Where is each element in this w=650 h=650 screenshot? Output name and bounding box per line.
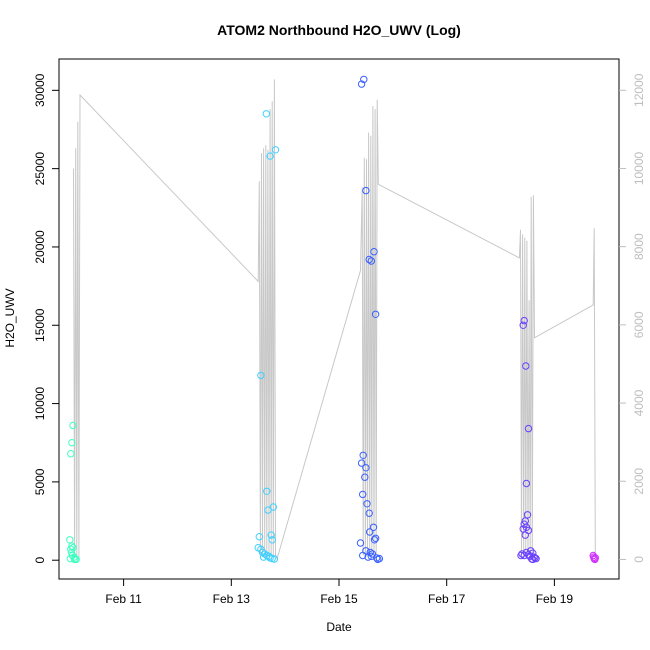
data-point: [370, 536, 379, 544]
data-point: [360, 75, 368, 84]
series-2: [356, 75, 384, 564]
points-layer: [66, 75, 599, 564]
y-tick-label: 5000: [33, 468, 47, 495]
data-point: [359, 551, 367, 560]
data-point: [521, 531, 529, 539]
data-point: [522, 479, 531, 488]
data-point: [356, 539, 365, 547]
data-point: [365, 509, 373, 517]
data-point: [362, 186, 370, 195]
data-point: [367, 552, 375, 560]
data-point: [264, 506, 272, 514]
data-point: [531, 554, 539, 562]
data-point: [257, 371, 265, 380]
series-1: [254, 110, 280, 563]
data-point: [69, 421, 77, 430]
y2-tick-label: 10000: [632, 151, 646, 185]
data-point: [70, 555, 79, 564]
data-point: [522, 362, 530, 370]
data-point: [271, 146, 280, 154]
y-tick-label: 30000: [33, 73, 47, 107]
data-point: [357, 80, 366, 88]
y2-tick-label: 12000: [632, 73, 646, 107]
y-axis-label: H2O_UWV: [3, 288, 17, 347]
data-point: [66, 536, 74, 544]
data-point: [68, 439, 76, 447]
plot-region: [66, 75, 599, 564]
data-point: [67, 548, 76, 557]
data-point: [367, 257, 375, 265]
data-point: [270, 555, 279, 563]
data-point: [366, 528, 374, 536]
y2-tick-label: 0: [632, 556, 646, 563]
data-point: [524, 424, 533, 433]
x-axis-label: Date: [326, 620, 352, 634]
y-axis: 0 5000 10000 15000 20000 25000 30000: [33, 73, 60, 564]
data-point: [371, 310, 380, 318]
x-tick-label: Feb 11: [105, 592, 142, 606]
data-point: [366, 548, 374, 557]
series-3: [517, 316, 540, 564]
data-point: [362, 464, 370, 472]
chart-title: ATOM2 Northbound H2O_UWV (Log): [217, 22, 461, 38]
data-point: [523, 511, 532, 519]
data-point: [259, 553, 268, 561]
series-0: [66, 421, 80, 564]
data-point: [527, 547, 535, 555]
data-point: [375, 554, 384, 563]
data-point: [370, 248, 378, 256]
data-point: [357, 459, 366, 467]
y2-tick-label: 6000: [632, 311, 646, 338]
y-tick-label: 0: [33, 557, 47, 564]
line-series: [73, 79, 596, 560]
data-point: [520, 316, 528, 325]
line-layer: [73, 79, 596, 560]
data-point: [363, 500, 371, 508]
x-axis: Feb 11 Feb 13 Feb 15 Feb 17 Feb 19: [105, 579, 573, 606]
y-tick-label: 20000: [33, 230, 47, 264]
data-point: [359, 490, 367, 499]
data-point: [261, 550, 269, 558]
y-tick-label: 15000: [33, 308, 47, 342]
data-point: [268, 536, 276, 544]
data-point: [359, 451, 367, 459]
x-tick-label: Feb 19: [536, 592, 574, 606]
x-tick-label: Feb 17: [428, 592, 466, 606]
data-point: [365, 255, 373, 264]
data-point: [267, 531, 275, 539]
data-point: [263, 487, 271, 495]
y-tick-label: 10000: [33, 387, 47, 421]
y-tick-label: 25000: [33, 152, 47, 186]
y2-tick-label: 2000: [632, 468, 646, 495]
y2-tick-label: 4000: [632, 389, 646, 416]
x-tick-label: Feb 13: [213, 592, 251, 606]
data-point: [266, 152, 274, 160]
data-point: [532, 554, 540, 563]
data-point: [529, 555, 537, 564]
data-point: [67, 450, 75, 458]
y2-axis: 0 2000 4000 6000 8000 10000 12000: [619, 73, 646, 563]
data-point: [519, 321, 527, 329]
data-point: [591, 554, 599, 562]
data-point: [371, 534, 380, 542]
data-point: [517, 551, 525, 560]
y2-tick-label: 8000: [632, 233, 646, 260]
data-point: [364, 553, 372, 561]
data-point: [369, 523, 378, 531]
data-point: [361, 473, 369, 481]
plot-frame: [58, 58, 620, 580]
data-point: [68, 551, 77, 560]
data-point: [69, 544, 77, 552]
data-point: [269, 503, 277, 511]
data-point: [255, 533, 263, 541]
x-tick-label: Feb 15: [320, 592, 358, 606]
series-4: [589, 551, 599, 564]
data-point: [262, 110, 270, 118]
